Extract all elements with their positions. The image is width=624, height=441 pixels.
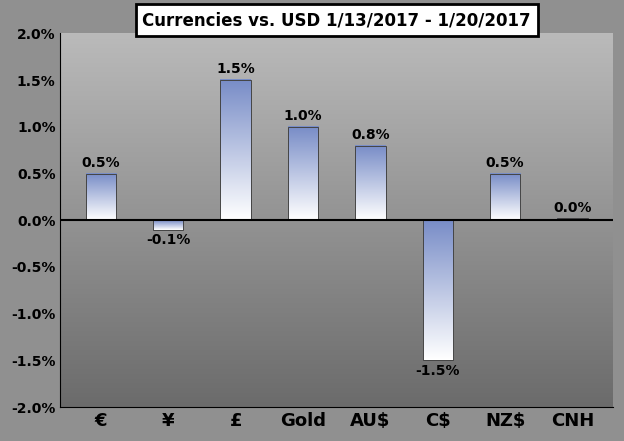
Bar [355,146,386,220]
Bar [220,80,251,220]
Title: Currencies vs. USD 1/13/2017 - 1/20/2017: Currencies vs. USD 1/13/2017 - 1/20/2017 [142,11,531,29]
Text: -0.1%: -0.1% [146,233,190,247]
Text: 0.5%: 0.5% [486,156,524,170]
Bar [557,218,588,220]
Bar [490,174,520,220]
Text: 0.0%: 0.0% [553,201,592,215]
Text: 0.5%: 0.5% [82,156,120,170]
Bar [288,127,318,220]
Bar [153,220,183,230]
Bar [85,174,116,220]
Text: 1.0%: 1.0% [284,109,323,123]
Bar [422,220,453,360]
Text: 1.5%: 1.5% [217,63,255,76]
Text: -1.5%: -1.5% [416,364,460,378]
Text: 0.8%: 0.8% [351,128,389,142]
